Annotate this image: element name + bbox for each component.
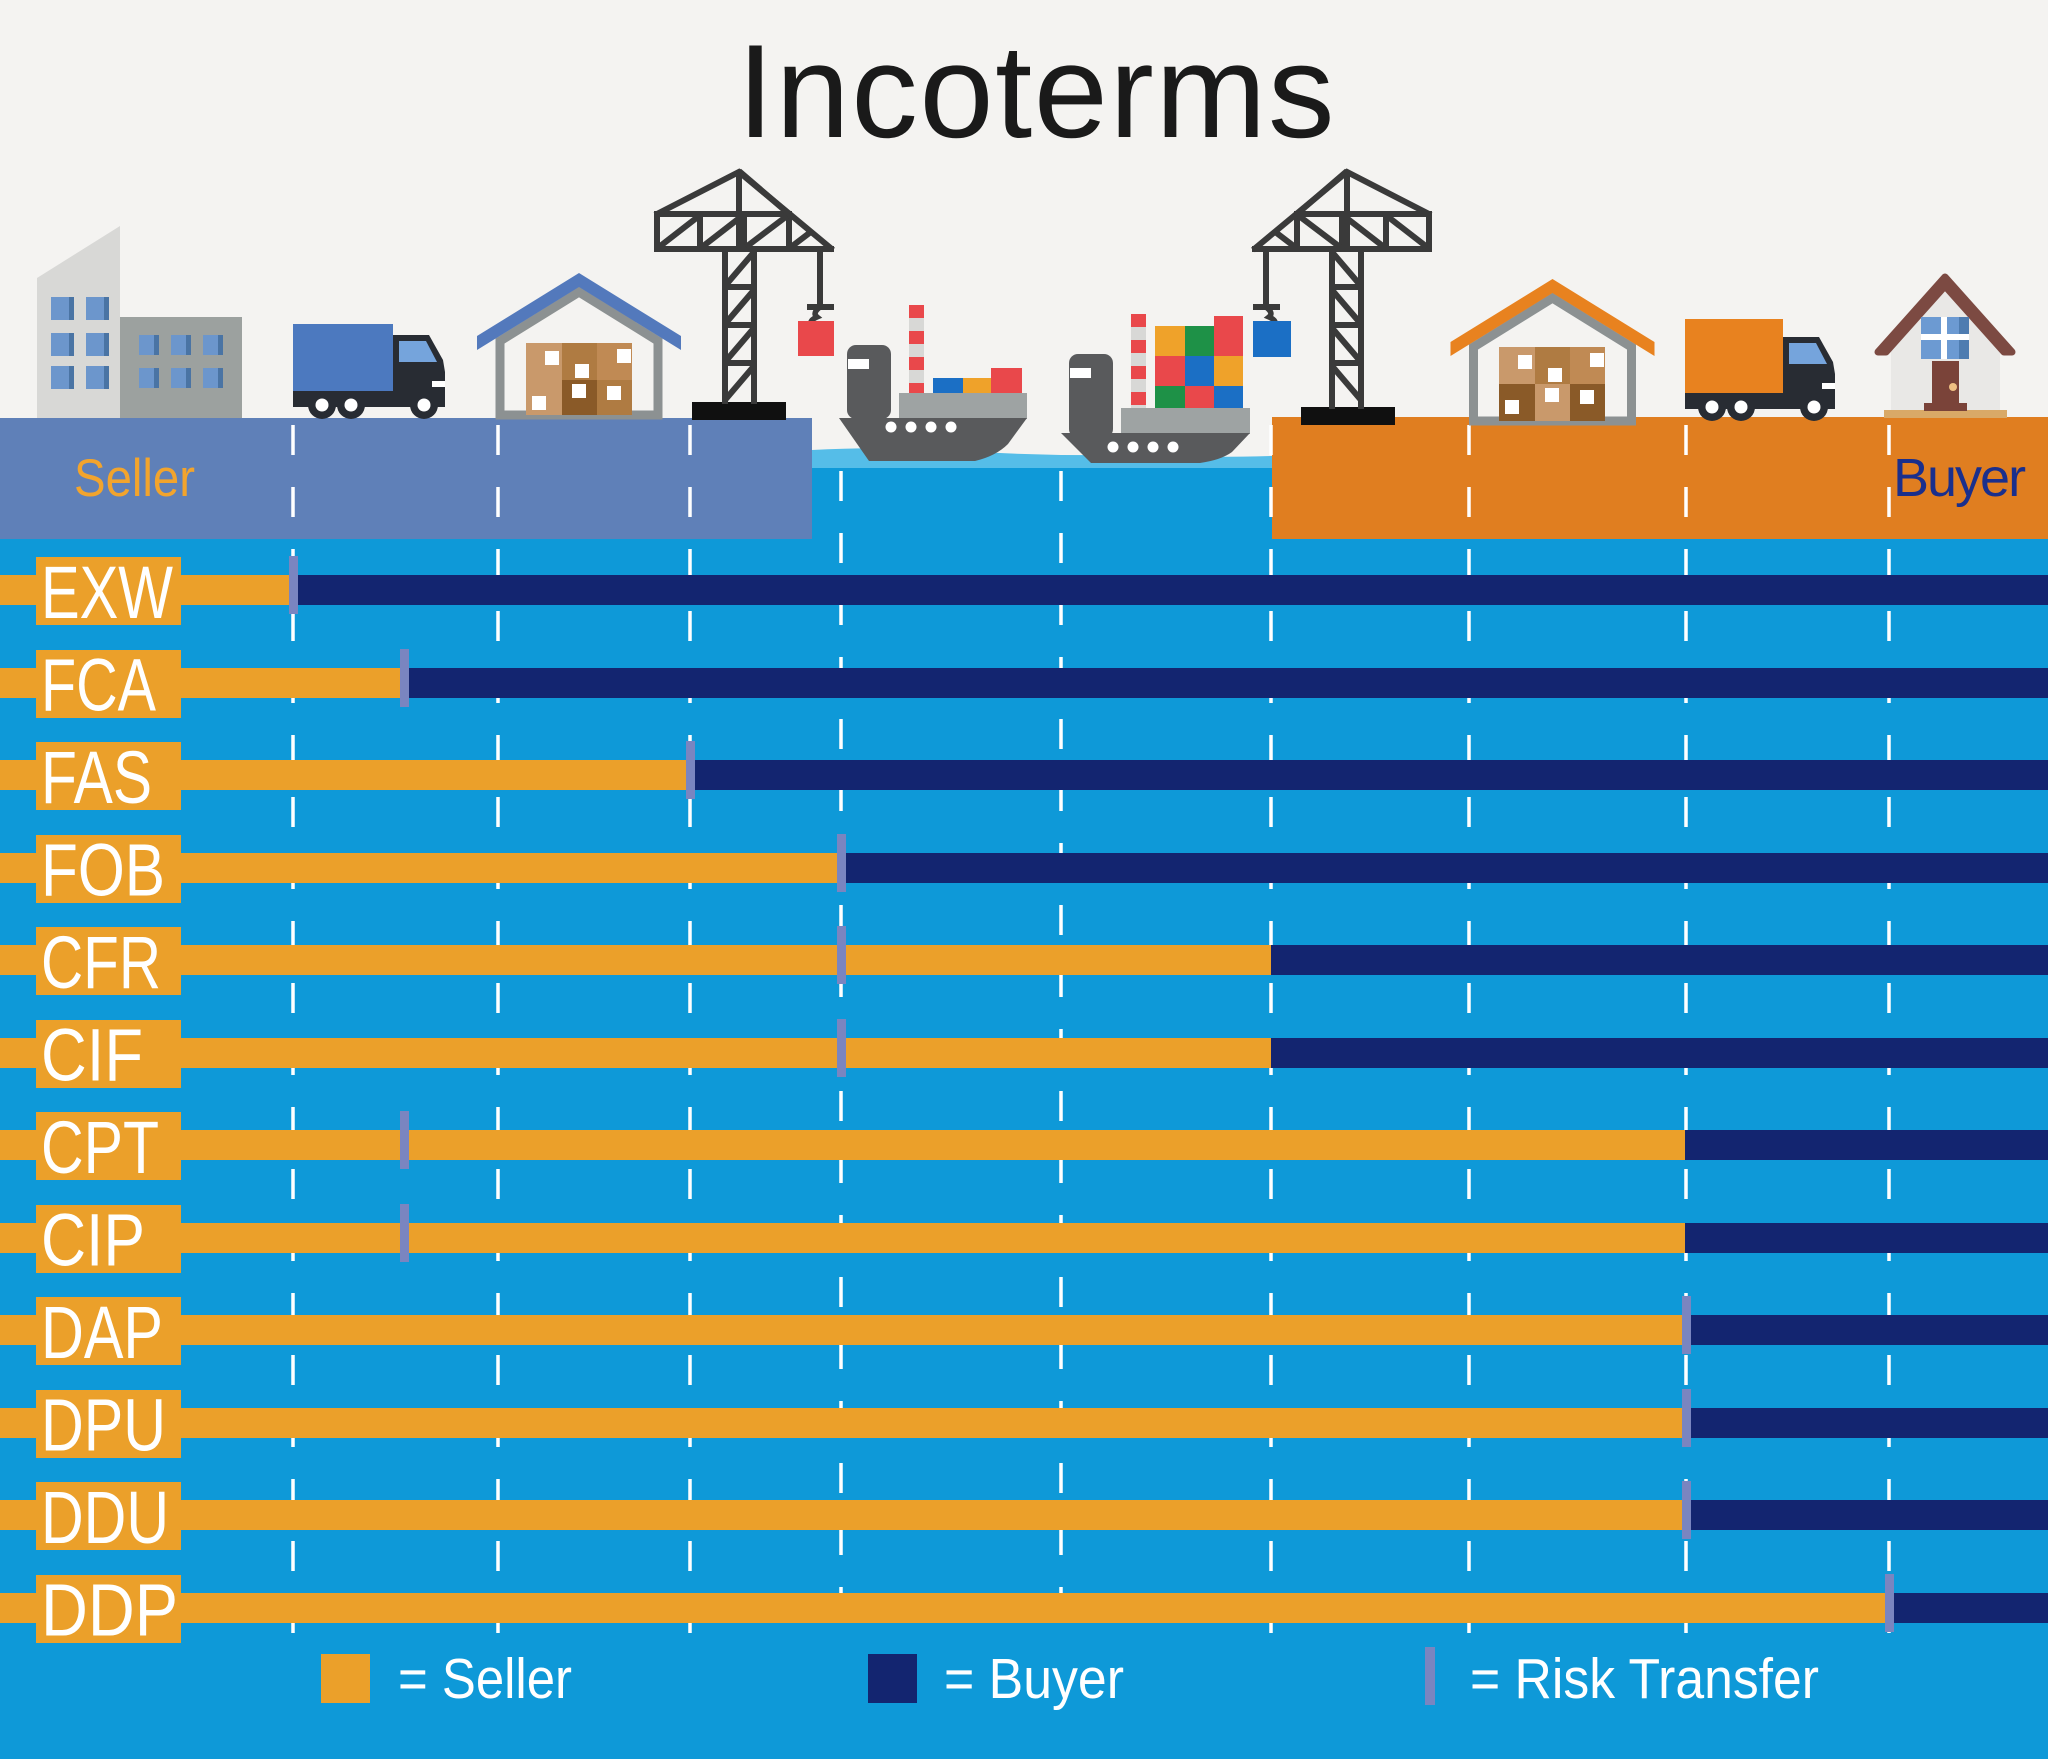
- svg-text:Buyer: Buyer: [1893, 448, 2026, 508]
- svg-text:DDP: DDP: [41, 1569, 178, 1652]
- svg-text:FCA: FCA: [41, 644, 156, 727]
- svg-text:CIP: CIP: [41, 1199, 145, 1282]
- svg-text:= Buyer: = Buyer: [944, 1647, 1124, 1711]
- svg-text:DPU: DPU: [41, 1384, 166, 1467]
- svg-text:EXW: EXW: [41, 551, 173, 634]
- svg-text:CFR: CFR: [41, 921, 161, 1004]
- svg-text:CPT: CPT: [41, 1106, 159, 1189]
- svg-text:DDU: DDU: [41, 1476, 169, 1559]
- svg-text:= Seller: = Seller: [398, 1647, 572, 1711]
- svg-text:DAP: DAP: [41, 1291, 163, 1374]
- svg-text:Incoterms: Incoterms: [737, 18, 1336, 166]
- svg-text:CIF: CIF: [41, 1014, 143, 1097]
- svg-text:FAS: FAS: [41, 736, 152, 819]
- svg-text:= Risk Transfer: = Risk Transfer: [1470, 1647, 1819, 1711]
- svg-text:FOB: FOB: [41, 829, 165, 912]
- svg-text:Seller: Seller: [74, 449, 195, 508]
